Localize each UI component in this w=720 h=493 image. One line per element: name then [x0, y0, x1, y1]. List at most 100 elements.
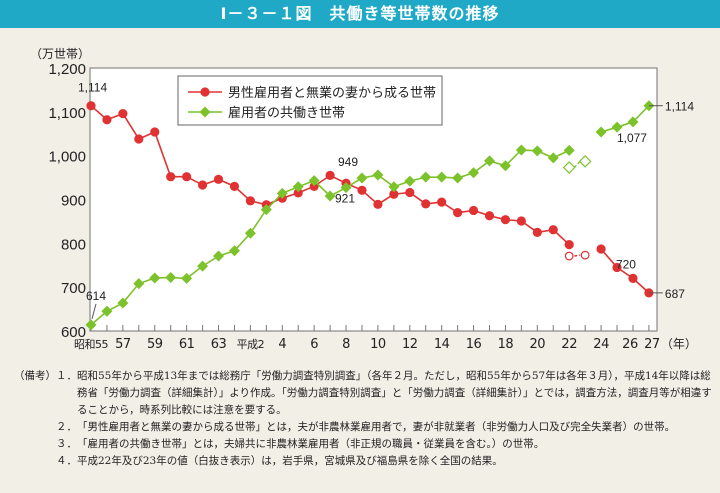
data-point: [484, 211, 495, 221]
data-point: [484, 155, 495, 167]
data-point: [133, 278, 145, 290]
x-tick-label: 26: [622, 337, 638, 352]
x-tick-label: 16: [466, 337, 482, 352]
data-point: [134, 134, 144, 144]
data-label: 687: [665, 287, 685, 301]
data-point: [228, 245, 240, 257]
data-point: [325, 170, 335, 180]
data-point: [388, 181, 400, 193]
data-label: 949: [338, 155, 358, 169]
series-line-1: [600, 105, 650, 133]
y-tick-label: 900: [61, 193, 86, 210]
data-point: [372, 169, 384, 181]
data-point: [149, 272, 161, 284]
x-tick-label: 22: [561, 337, 577, 352]
data-point: [563, 144, 575, 156]
x-tick-label: 4: [278, 337, 286, 352]
data-point: [562, 161, 576, 174]
data-point: [515, 144, 527, 156]
data-point: [453, 208, 463, 218]
data-point: [578, 155, 592, 168]
data-label: 921: [335, 191, 355, 205]
data-point: [564, 240, 574, 250]
data-point: [499, 160, 511, 172]
x-tick-label: 昭和55: [74, 338, 108, 351]
data-point: [627, 116, 639, 128]
data-point: [357, 185, 367, 195]
data-point: [181, 272, 193, 284]
x-tick-label: 63: [211, 337, 227, 352]
data-point: [548, 225, 558, 235]
figure-title: Ⅰ－３－１図 共働き等世帯数の推移: [0, 0, 720, 28]
data-point: [628, 273, 638, 283]
x-tick-label: 平成2: [237, 338, 265, 351]
legend: [177, 75, 443, 126]
legend-marker-diamond: [199, 106, 211, 118]
data-point: [229, 181, 240, 191]
data-point: [197, 180, 208, 190]
data-point: [85, 319, 97, 331]
data-point: [531, 145, 543, 157]
legend-marker-circle: [200, 87, 210, 97]
x-tick-label: 59: [147, 337, 163, 352]
y-tick-label: 1,200: [48, 61, 86, 78]
y-axis-unit: （万世帯）: [30, 47, 90, 61]
data-point: [309, 181, 319, 191]
data-point: [86, 101, 96, 111]
x-tick-label: 12: [402, 337, 418, 352]
data-point: [373, 199, 383, 209]
data-point: [436, 171, 448, 183]
data-point: [612, 262, 622, 273]
legend-label: 男性雇用者と無業の妻から成る世帯: [228, 85, 436, 101]
data-point: [611, 121, 623, 133]
data-point: [564, 251, 574, 261]
data-point: [468, 167, 480, 179]
data-point: [516, 216, 526, 226]
x-tick-label: 20: [530, 337, 546, 352]
data-label: 720: [616, 257, 636, 271]
hollow-connector-1: [573, 160, 581, 168]
x-tick-label: 24: [593, 337, 609, 352]
data-point: [421, 199, 431, 209]
data-point: [532, 227, 542, 237]
data-point: [182, 172, 192, 182]
data-point: [324, 190, 336, 202]
data-point: [420, 171, 432, 183]
note-2: ２． 「男性雇用者と無業の妻から成る世帯」とは，夫が非農林業雇用者で，妻が非就業者…: [14, 421, 676, 433]
data-point: [500, 215, 511, 225]
data-point: [595, 126, 607, 138]
data-point: [580, 250, 590, 260]
data-point: [213, 250, 225, 262]
y-tick-label: 700: [61, 280, 86, 297]
data-point: [118, 108, 128, 119]
x-tick-label: 27: [644, 337, 660, 352]
data-point: [293, 188, 303, 198]
y-tick-label: 600: [61, 324, 86, 341]
x-tick-label: 18: [498, 337, 514, 352]
data-label: 1,114: [78, 81, 107, 95]
data-point: [356, 172, 368, 184]
x-tick-label: 57: [115, 337, 131, 352]
data-label: 1,114: [665, 100, 694, 114]
data-point: [117, 297, 129, 309]
x-axis-unit: （年）: [661, 337, 697, 351]
data-label: 614: [86, 289, 106, 303]
y-tick-label: 1,000: [48, 149, 86, 166]
data-point: [244, 227, 256, 239]
data-point: [340, 182, 352, 194]
data-point: [468, 205, 479, 216]
data-point: [150, 127, 160, 137]
data-point: [596, 244, 606, 254]
data-point: [101, 305, 113, 317]
data-point: [102, 115, 112, 125]
data-point: [276, 187, 288, 199]
x-tick-label: 61: [179, 337, 195, 352]
data-point: [547, 152, 559, 164]
note-4: ４． 平成22年及び23年の値（白抜き表示）は，岩手県，宮城県及び福島県を除く全国…: [14, 455, 503, 467]
note-1: （備考）１． 昭和55年から平成13年までは総務庁「労働力調査特別調査」（各年２月…: [14, 370, 712, 416]
data-point: [389, 189, 399, 199]
data-point: [404, 175, 416, 187]
series-line-0: [600, 248, 650, 294]
x-tick-label: 10: [370, 337, 386, 352]
data-point: [197, 260, 209, 272]
